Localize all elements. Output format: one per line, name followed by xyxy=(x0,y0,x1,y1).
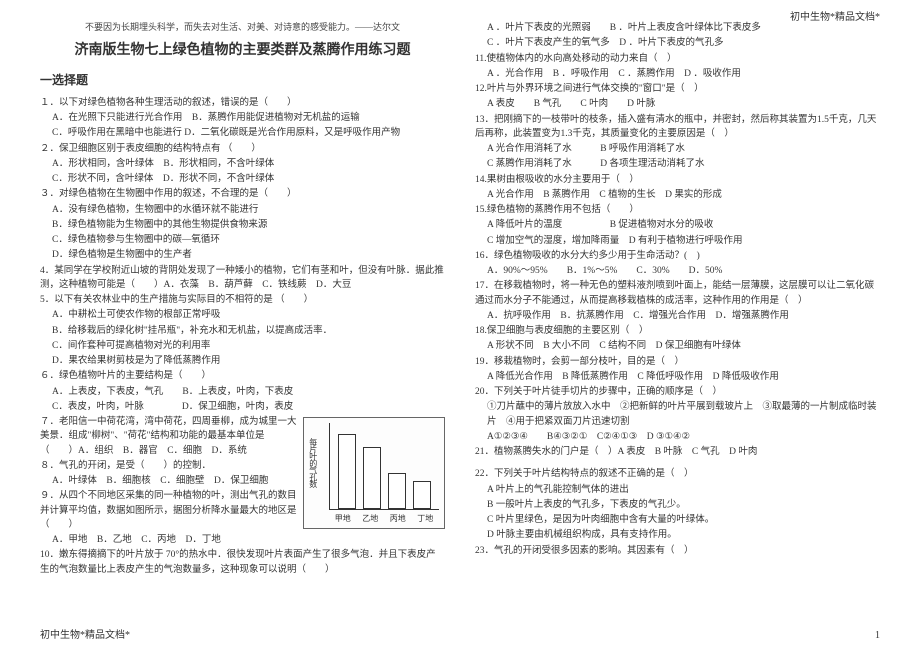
question-1: １．以下对绿色植物各种生理活动的叙述，错误的是（ ） xyxy=(40,96,445,110)
q2-opts-b: C．形状不同，含叶绿体 D．形状不同，不含叶绿体 xyxy=(52,172,445,186)
q22-opt-b: B 一般叶片上表皮的气孔多，下表皮的气孔少。 xyxy=(487,498,880,512)
question-4: 4．某同学在学校附近山坡的背阴处发现了一种矮小的植物，它们有茎和叶，但没有叶脉．… xyxy=(40,264,445,293)
question-2: ２．保卫细胞区别于表皮细胞的结构特点有 （ ） xyxy=(40,142,445,156)
page-content: 不要因为长期埋头科学，而失去对生活、对美、对诗意的感受能力。——达尔文 济南版生… xyxy=(0,0,920,588)
q15-opts-1: A 降低叶片的温度 B 促进植物对水分的吸收 xyxy=(487,218,880,232)
q9-opts: A．甲地 B．乙地 C．丙地 D．丁地 xyxy=(52,533,445,547)
xlabel-1: 乙地 xyxy=(362,513,378,526)
q19-opts: A 降低光合作用 B 降低蒸腾作用 C 降低呼吸作用 D 降低吸收作用 xyxy=(487,370,880,384)
q10-opts-2: C ．叶片下表皮产生的氧气多 D ．叶片下表皮的气孔多 xyxy=(487,36,880,50)
question-15: 15.绿色植物的蒸腾作用不包括（ ） xyxy=(475,203,880,217)
bar-chart: 每片叶的气孔数 甲地 乙地 丙地 丁地 xyxy=(303,417,445,529)
q22-opt-c: C 叶片里绿色，是因为叶肉细胞中含有大量的叶绿体。 xyxy=(487,513,880,527)
question-6: ６．绿色植物叶片的主要结构是（ ） xyxy=(40,369,445,383)
header-tag: 初中生物*精品文档* xyxy=(790,8,880,23)
question-16: 16．绿色植物吸收的水分大约多少用于生命活动？( ) xyxy=(475,249,880,263)
q5-opt-c: C．间作套种可提高植物对光的利用率 xyxy=(52,339,445,353)
question-10: 10．嫩东得摘摘下的叶片放于 70°的热水中．很快发现叶片表面产生了很多气泡．并… xyxy=(40,548,445,577)
quote: 不要因为长期埋头科学，而失去对生活、对美、对诗意的感受能力。——达尔文 xyxy=(40,20,445,34)
bar-1 xyxy=(363,447,381,509)
question-23: 23．气孔的开闭受很多因素的影响。其因素有（ ） xyxy=(475,544,880,558)
q5-opt-a: A．中耕松土可使农作物的根部正常呼吸 xyxy=(52,308,445,322)
q20-opts-2: A①②③④ B④③②① C②④①③ D ③①④② xyxy=(487,430,880,444)
xlabel-3: 丁地 xyxy=(417,513,433,526)
bar-3 xyxy=(413,481,431,509)
q17-opts: A．抗呼吸作用 B．抗蒸腾作用 C．增强光合作用 D．增强蒸腾作用 xyxy=(487,309,880,323)
question-11: 11.使植物体内的水向高处移动的动力来自（ ） xyxy=(475,52,880,66)
question-19: 19．移栽植物时，会剪一部分枝叶，目的是（ ） xyxy=(475,355,880,369)
q5-opt-b: B．给移栽后的绿化树"挂吊瓶"，补充水和无机盐，以提高成活率． xyxy=(52,324,445,338)
q6-opts-b: C．表皮，叶肉，叶脉 D．保卫细胞，叶肉，表皮 xyxy=(52,400,445,414)
q6-opts-a: A．上表皮，下表皮，气孔 B．上表皮，叶肉，下表皮 xyxy=(52,385,445,399)
right-column: A ．叶片下表皮的光照弱 B ．叶片上表皮含叶绿体比下表皮多 C ．叶片下表皮产… xyxy=(475,20,880,578)
q2-opts-a: A．形状相同，含叶绿体 B．形状相同，不含叶绿体 xyxy=(52,157,445,171)
q5-opt-d: D．果农给果树剪枝是为了降低蒸腾作用 xyxy=(52,354,445,368)
q15-opts-2: C 增加空气的湿度，增加降雨量 D 有利于植物进行呼吸作用 xyxy=(487,234,880,248)
section-heading: 一选择题 xyxy=(40,71,445,90)
q13-opts-1: A 光合作用消耗了水 B 呼吸作用消耗了水 xyxy=(487,142,880,156)
chart-xlabels: 甲地 乙地 丙地 丁地 xyxy=(329,513,439,526)
question-18: 18.保卫细胞与表皮细胞的主要区别（ ） xyxy=(475,324,880,338)
q11-opts: A ．光合作用 B ．呼吸作用 C ．蒸腾作用 D ．吸收作用 xyxy=(487,67,880,81)
left-column: 不要因为长期埋头科学，而失去对生活、对美、对诗意的感受能力。——达尔文 济南版生… xyxy=(40,20,445,578)
question-13: 13．把刚摘下的一枝带叶的枝条，插入盛有清水的瓶中，并密封，然后称其装置为1.5… xyxy=(475,113,880,142)
xlabel-2: 丙地 xyxy=(390,513,406,526)
bar-2 xyxy=(388,473,406,509)
q10-opts-1: A ．叶片下表皮的光照弱 B ．叶片上表皮含叶绿体比下表皮多 xyxy=(487,21,880,35)
q3-opt-b: B．绿色植物能为生物圈中的其他生物提供食物来源 xyxy=(52,218,445,232)
q3-opt-c: C．绿色植物参与生物圈中的碳—氧循环 xyxy=(52,233,445,247)
q1-opts-a: A．在光照下只能进行光合作用 B．蒸腾作用能促进植物对无机盐的运输 xyxy=(52,111,445,125)
q1-opts-b: C．呼吸作用在黑暗中也能进行 D．二氧化碳既是光合作用原料，又是呼吸作用产物 xyxy=(52,126,445,140)
q20-opts-1: ①刀片蘸中的薄片放放入水中 ②把新鲜的叶片平展到载玻片上 ③取最薄的一片制成临时… xyxy=(487,400,880,429)
question-5: 5．以下有关农林业中的生产措施与实际目的不相符的是 （ ） xyxy=(40,293,445,307)
q3-opt-d: D．绿色植物是生物圈中的生产者 xyxy=(52,248,445,262)
chart-bars xyxy=(329,423,439,510)
q12-opts: A 表皮 B 气孔 C 叶肉 D 叶脉 xyxy=(487,97,880,111)
q22-opt-d: D 叶脉主要由机械组织构成，具有支持作用。 xyxy=(487,528,880,542)
footer-tag: 初中生物*精品文档* xyxy=(40,626,130,641)
question-14: 14.果树由根吸收的水分主要用于（ ） xyxy=(475,173,880,187)
q13-opts-2: C 蒸腾作用消耗了水 D 各项生理活动消耗了水 xyxy=(487,157,880,171)
question-3: ３．对绿色植物在生物圈中作用的叙述，不合理的是（ ） xyxy=(40,187,445,201)
page-number: 1 xyxy=(875,630,880,641)
question-20: 20．下列关于叶片徒手切片的步骤中，正确的顺序是（ ） xyxy=(475,385,880,399)
xlabel-0: 甲地 xyxy=(335,513,351,526)
question-12: 12.叶片与外界环境之间进行气体交换的"窗口"是（ ） xyxy=(475,82,880,96)
q14-opts: A 光合作用 B 蒸腾作用 C 植物的生长 D 果实的形成 xyxy=(487,188,880,202)
q3-opt-a: A．没有绿色植物，生物圈中的水循环就不能进行 xyxy=(52,203,445,217)
bar-0 xyxy=(338,434,356,509)
question-21: 21．植物蒸腾失水的门户是（ ）A 表皮 B 叶脉 C 气孔 D 叶肉 xyxy=(475,445,880,459)
question-22: 22．下列关于叶片结构特点的叙述不正确的是（ ） xyxy=(475,467,880,481)
q18-opts: A 形状不同 B 大小不同 C 结构不同 D 保卫细胞有叶绿体 xyxy=(487,339,880,353)
q16-opts: A．90%～95% B．1%～5% C．30% D．50% xyxy=(487,264,880,278)
page-title: 济南版生物七上绿色植物的主要类群及蒸腾作用练习题 xyxy=(40,40,445,62)
chart-ylabel: 每片叶的气孔数 xyxy=(306,438,319,487)
q22-opt-a: A 叶片上的气孔能控制气体的进出 xyxy=(487,483,880,497)
question-17: 17．在移栽植物时，将一种无色的塑料液剂喷到叶面上，能结一层薄膜，这层膜可以让二… xyxy=(475,279,880,308)
